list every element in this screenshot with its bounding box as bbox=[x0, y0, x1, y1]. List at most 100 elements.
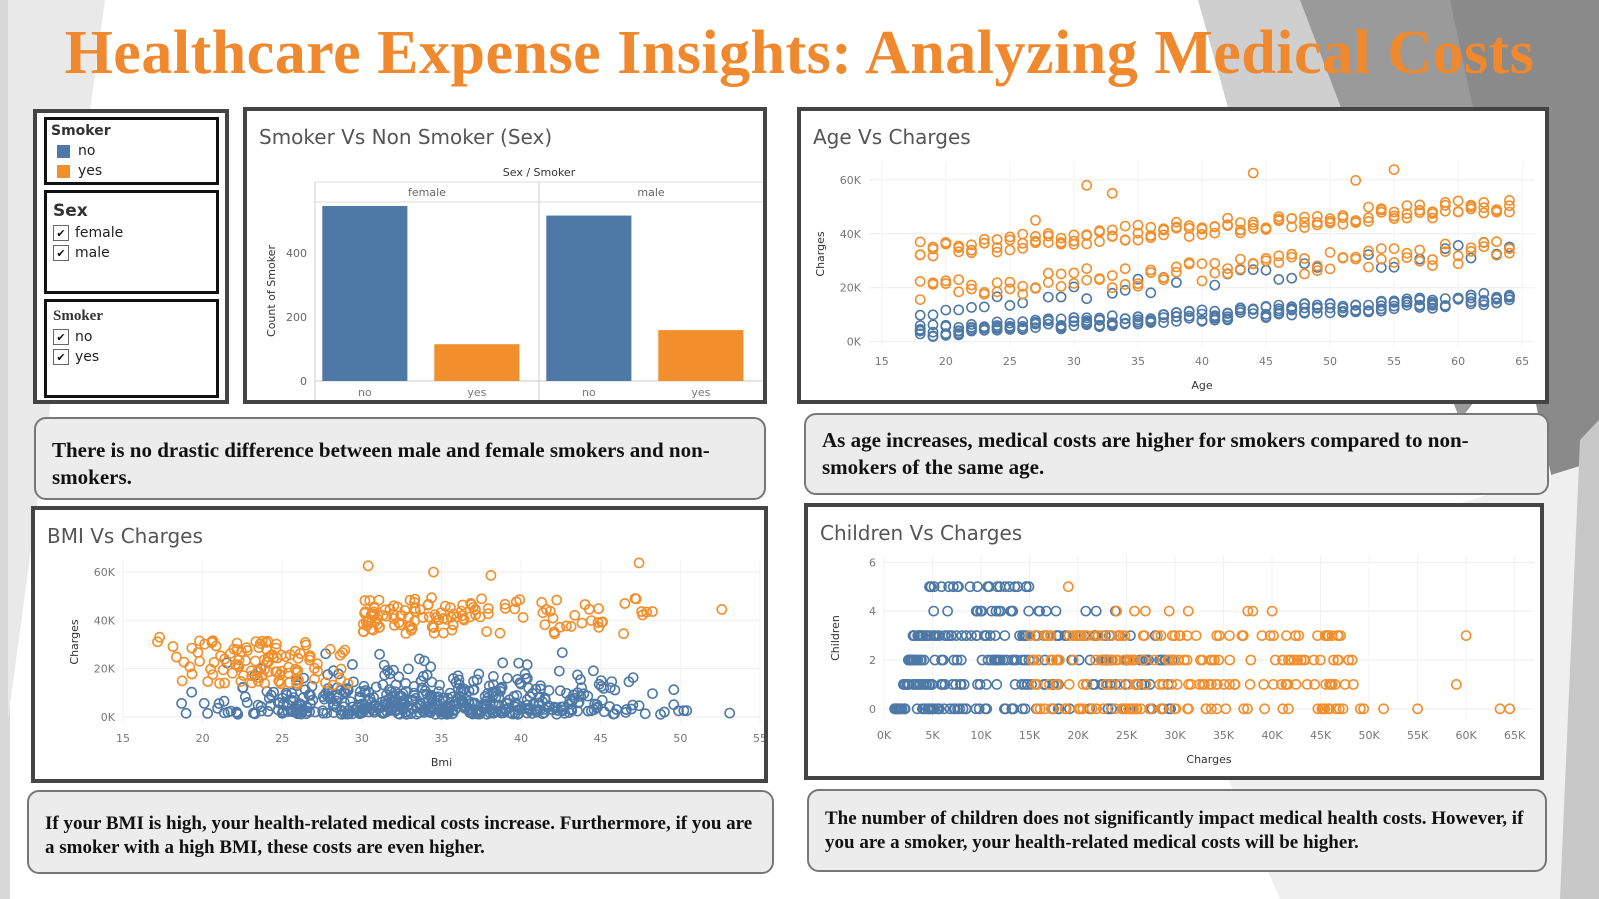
point-smoker bbox=[1439, 238, 1451, 250]
point-smoker bbox=[1312, 630, 1323, 642]
point-nonsmoker bbox=[627, 699, 639, 711]
point-smoker bbox=[1277, 703, 1289, 715]
point-nonsmoker bbox=[386, 696, 398, 708]
point-smoker bbox=[1465, 245, 1477, 257]
legend-item-no[interactable]: no bbox=[51, 143, 212, 159]
point-smoker bbox=[1236, 630, 1248, 642]
point-smoker bbox=[238, 670, 249, 681]
point-smoker bbox=[1145, 230, 1157, 241]
point-nonsmoker bbox=[991, 320, 1003, 331]
point-smoker bbox=[1242, 605, 1254, 617]
point-smoker bbox=[593, 603, 604, 615]
point-smoker bbox=[428, 566, 439, 578]
point-smoker bbox=[1097, 703, 1109, 715]
point-nonsmoker bbox=[1026, 678, 1037, 690]
point-smoker bbox=[1030, 282, 1041, 294]
point-smoker bbox=[1068, 267, 1080, 279]
point-nonsmoker bbox=[566, 695, 578, 707]
point-smoker bbox=[1170, 266, 1182, 278]
point-nonsmoker bbox=[1324, 298, 1336, 309]
point-smoker bbox=[1330, 703, 1342, 715]
point-nonsmoker bbox=[944, 703, 956, 715]
point-nonsmoker bbox=[383, 684, 395, 696]
point-smoker bbox=[1266, 605, 1278, 617]
point-nonsmoker bbox=[1080, 605, 1092, 617]
point-nonsmoker bbox=[936, 654, 947, 666]
point-nonsmoker bbox=[976, 654, 988, 666]
point-smoker bbox=[482, 603, 494, 614]
age-scatter-chart: 0K 20K 40K 60K 15 20 25 30 35 40 45 50 55 60 65 Age Char… bbox=[814, 161, 1535, 392]
point-nonsmoker bbox=[1247, 264, 1259, 276]
point-nonsmoker bbox=[1324, 302, 1336, 314]
point-smoker bbox=[1211, 630, 1223, 642]
point-nonsmoker bbox=[343, 708, 355, 720]
point-nonsmoker bbox=[327, 700, 339, 712]
point-nonsmoker bbox=[971, 630, 982, 642]
point-smoker bbox=[537, 607, 549, 619]
x-tick-label: 55 bbox=[1387, 355, 1401, 368]
point-smoker bbox=[1224, 654, 1236, 666]
point-smoker bbox=[1170, 221, 1182, 233]
checkbox-checked-icon[interactable]: ✔ bbox=[53, 349, 69, 365]
point-smoker bbox=[1388, 206, 1400, 218]
point-nonsmoker bbox=[1042, 291, 1054, 303]
checkbox-checked-icon[interactable]: ✔ bbox=[53, 225, 69, 241]
point-nonsmoker bbox=[943, 581, 955, 593]
point-nonsmoker bbox=[578, 688, 590, 700]
point-smoker bbox=[1220, 703, 1232, 715]
point-nonsmoker bbox=[469, 697, 481, 709]
legend-item-yes[interactable]: yes bbox=[51, 163, 212, 179]
point-smoker bbox=[405, 620, 417, 632]
point-nonsmoker bbox=[978, 301, 990, 313]
point-nonsmoker bbox=[1145, 313, 1157, 325]
point-smoker bbox=[1209, 257, 1221, 269]
point-nonsmoker bbox=[1094, 314, 1105, 326]
point-smoker bbox=[1363, 216, 1374, 227]
point-nonsmoker bbox=[937, 678, 948, 690]
point-nonsmoker bbox=[1030, 316, 1041, 328]
point-smoker bbox=[1311, 265, 1323, 276]
filter-option-no[interactable]: ✔ no bbox=[53, 329, 210, 345]
point-nonsmoker bbox=[1363, 299, 1374, 311]
point-smoker bbox=[372, 618, 383, 630]
point-nonsmoker bbox=[582, 705, 594, 717]
point-smoker bbox=[1504, 247, 1515, 259]
filter-option-yes[interactable]: ✔ yes bbox=[53, 349, 210, 365]
checkbox-checked-icon[interactable]: ✔ bbox=[53, 329, 69, 345]
point-smoker bbox=[1027, 654, 1039, 666]
point-nonsmoker bbox=[388, 664, 399, 676]
point-nonsmoker bbox=[1040, 605, 1052, 617]
point-nonsmoker bbox=[232, 708, 244, 720]
y-tick-label: 20K bbox=[840, 282, 862, 295]
note-text: The number of children does not signific… bbox=[825, 808, 1524, 853]
point-smoker bbox=[1106, 224, 1118, 236]
filter-option-female[interactable]: ✔ female bbox=[53, 225, 210, 241]
point-smoker bbox=[1041, 630, 1053, 642]
point-smoker bbox=[914, 236, 926, 248]
point-smoker bbox=[334, 649, 346, 661]
point-smoker bbox=[1155, 630, 1167, 642]
point-smoker bbox=[1315, 654, 1326, 666]
point-nonsmoker bbox=[463, 685, 475, 697]
point-smoker bbox=[259, 677, 270, 689]
point-nonsmoker bbox=[1132, 314, 1144, 326]
point-smoker bbox=[1414, 244, 1426, 256]
x-tick-label: 0K bbox=[877, 729, 892, 742]
point-smoker bbox=[381, 610, 393, 622]
point-nonsmoker bbox=[1081, 316, 1093, 328]
point-smoker bbox=[1060, 703, 1072, 715]
point-nonsmoker bbox=[1084, 654, 1096, 666]
point-smoker bbox=[319, 677, 331, 688]
point-smoker bbox=[1401, 208, 1413, 220]
point-smoker bbox=[1100, 678, 1112, 690]
legend-label: yes bbox=[78, 163, 103, 179]
x-tick-label: 60K bbox=[1455, 729, 1477, 742]
checkbox-checked-icon[interactable]: ✔ bbox=[53, 245, 69, 261]
point-smoker bbox=[927, 278, 939, 290]
point-smoker bbox=[1260, 252, 1272, 264]
point-smoker bbox=[1224, 630, 1235, 642]
point-smoker bbox=[1290, 678, 1302, 690]
point-smoker bbox=[1222, 268, 1233, 279]
point-smoker bbox=[1119, 703, 1130, 715]
filter-option-male[interactable]: ✔ male bbox=[53, 245, 210, 261]
